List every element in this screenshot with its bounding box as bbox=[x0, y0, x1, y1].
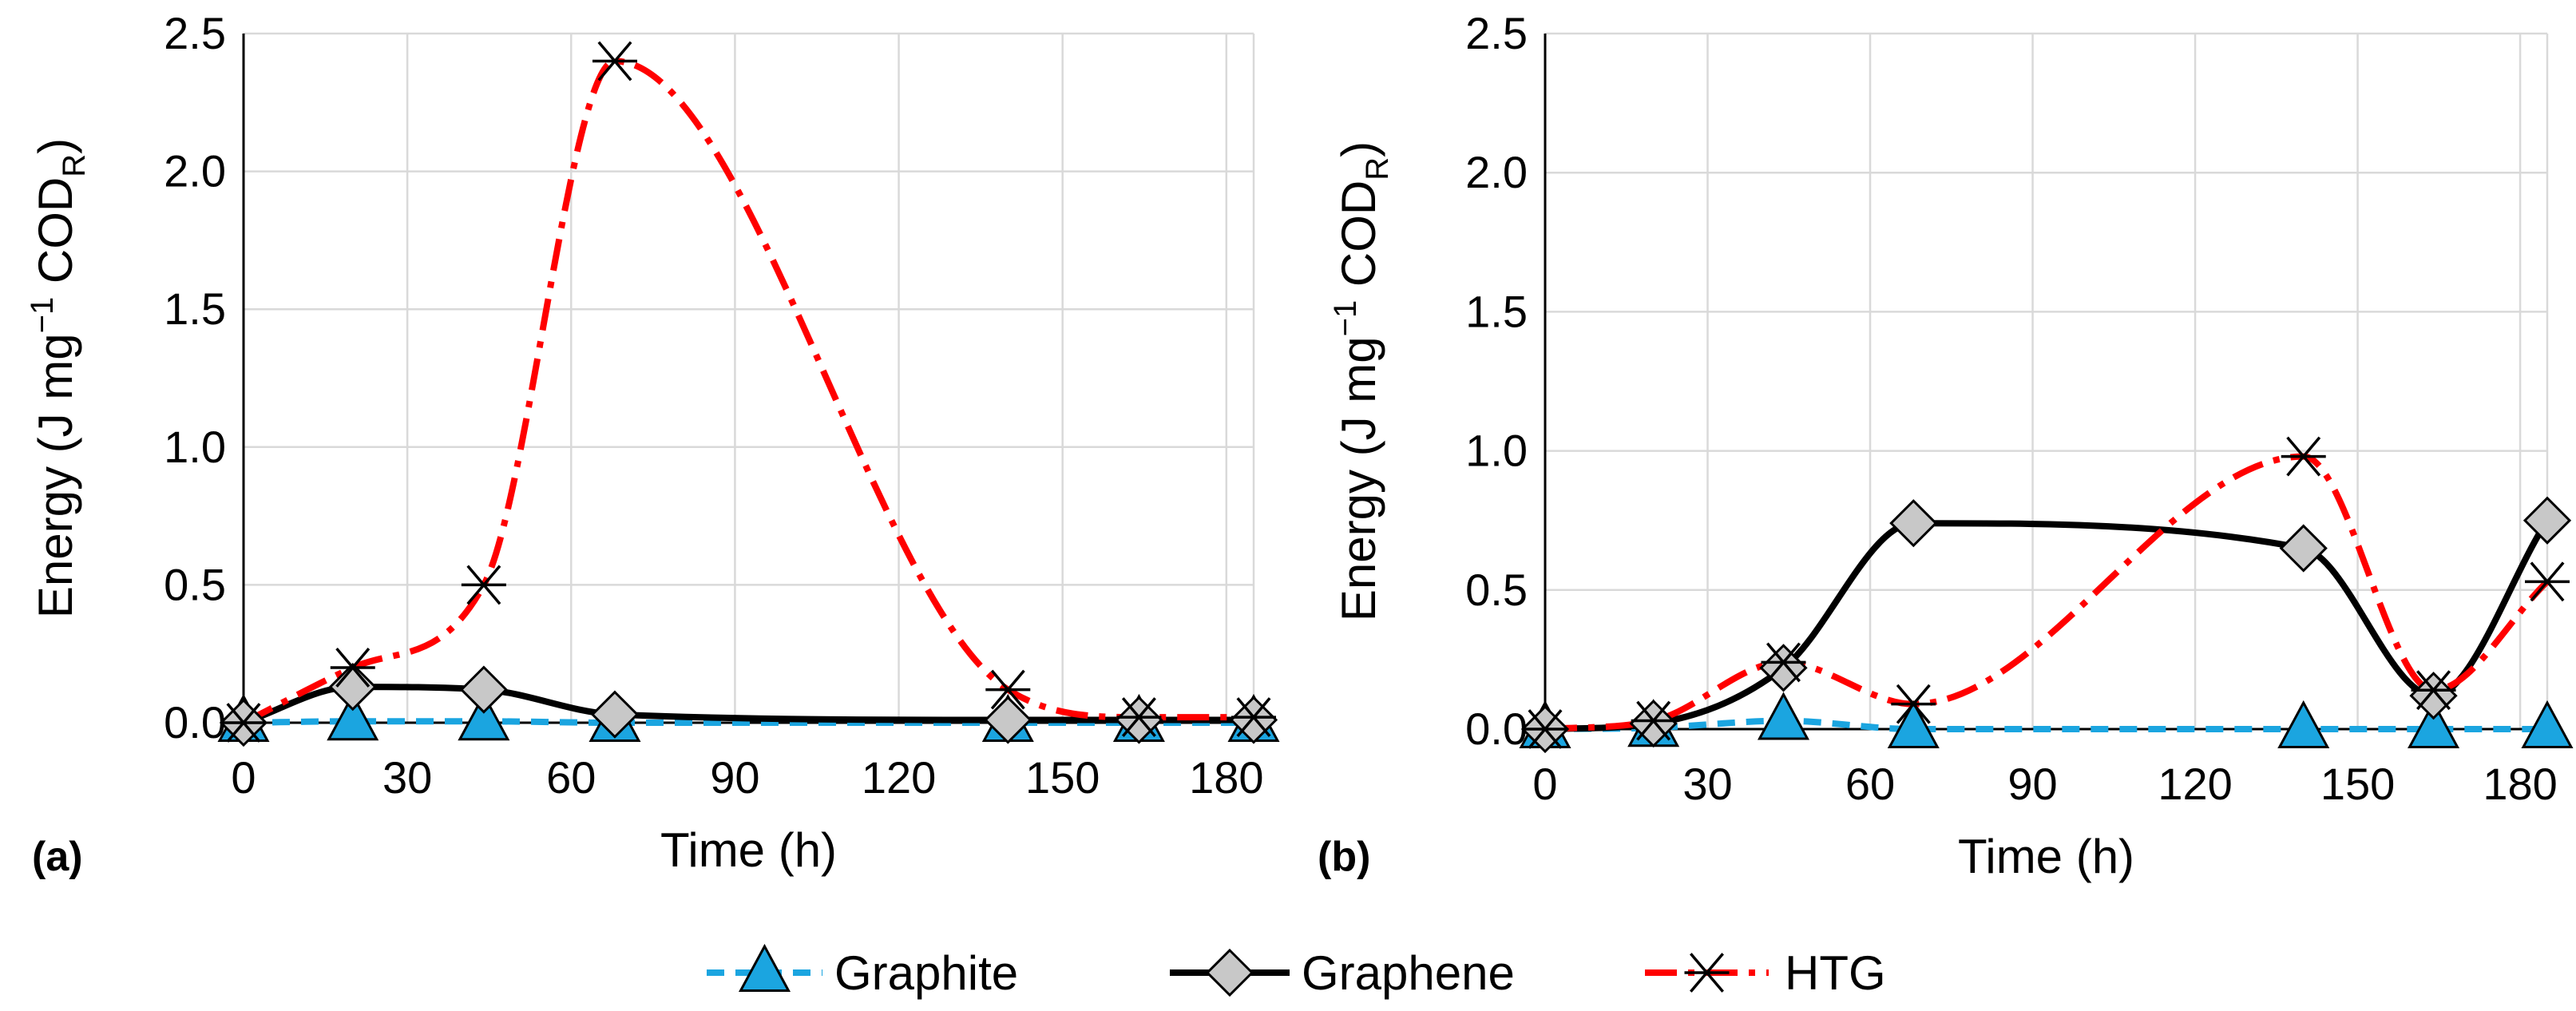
x-tick-label: 180 bbox=[2483, 759, 2557, 809]
data-point-graphene bbox=[984, 696, 1032, 744]
legend-item-htg: HTG bbox=[1645, 946, 1886, 1000]
data-point-graphite bbox=[1887, 700, 1940, 748]
y-tick-label: 0.5 bbox=[164, 559, 226, 609]
y-tick-label: 0.0 bbox=[1465, 704, 1528, 754]
data-point-htg bbox=[1761, 642, 1806, 683]
data-point-htg bbox=[2411, 670, 2456, 711]
data-point-graphene bbox=[590, 690, 640, 739]
legend: Graphite Graphene HTG bbox=[707, 943, 1886, 1000]
data-point-graphene bbox=[2522, 496, 2572, 545]
data-point-graphene bbox=[328, 663, 377, 712]
legend-marker-htg bbox=[1684, 953, 1730, 993]
gridlines bbox=[242, 32, 1255, 724]
legend-item-graphene: Graphene bbox=[1170, 946, 1515, 1000]
series-line-htg bbox=[1544, 453, 2550, 732]
y-axis-title-part: −1 bbox=[1328, 300, 1363, 337]
x-tick-label: 150 bbox=[1025, 752, 1100, 803]
data-point-graphene bbox=[2279, 524, 2328, 573]
data-point-htg bbox=[2525, 561, 2570, 602]
series-line-htg bbox=[242, 57, 1254, 726]
series-line-graphite bbox=[1544, 717, 2547, 733]
x-tick-label: 60 bbox=[1845, 759, 1895, 809]
y-axis-title: Energy (J mg−1 CODR) bbox=[25, 138, 92, 618]
y-axis-title-part: R bbox=[57, 154, 92, 177]
y-tick-label: 2.5 bbox=[164, 8, 226, 58]
y-axis-title-part: Energy (J mg bbox=[29, 333, 82, 618]
y-tick-label: 1.5 bbox=[1465, 286, 1528, 336]
data-point-htg bbox=[1523, 709, 1567, 749]
x-tick-label: 0 bbox=[231, 752, 256, 803]
y-axis-title-part: COD bbox=[1332, 180, 1385, 300]
x-tick-label: 120 bbox=[862, 752, 936, 803]
y-tick-label: 2.0 bbox=[164, 146, 226, 196]
x-axis-title: Time (h) bbox=[1958, 830, 2134, 883]
data-point-graphite bbox=[327, 692, 379, 741]
data-point-htg bbox=[1891, 684, 1936, 724]
data-point-graphite bbox=[2408, 700, 2460, 748]
y-axis-title-part: COD bbox=[29, 177, 82, 297]
data-point-graphene bbox=[1759, 644, 1808, 692]
x-tick-label: 60 bbox=[546, 752, 596, 803]
data-point-htg bbox=[1116, 697, 1162, 738]
data-point-graphene bbox=[1889, 499, 1938, 548]
y-axis-title-part: Energy (J mg bbox=[1332, 336, 1385, 621]
x-tick-label: 30 bbox=[1682, 759, 1732, 809]
x-tick-label: 90 bbox=[2007, 759, 2057, 809]
y-tick-label: 0.0 bbox=[164, 697, 226, 747]
data-point-htg bbox=[461, 565, 506, 605]
data-point-graphene bbox=[459, 665, 508, 714]
data-point-htg bbox=[592, 41, 637, 81]
y-tick-label: 2.5 bbox=[1465, 8, 1528, 58]
y-tick-label: 1.0 bbox=[1465, 426, 1528, 476]
legend-item-graphite: Graphite bbox=[707, 943, 1018, 1000]
legend-marker-graphene bbox=[1205, 948, 1254, 997]
x-tick-label: 150 bbox=[2320, 759, 2395, 809]
data-point-htg bbox=[330, 648, 375, 688]
data-point-graphite bbox=[2277, 700, 2330, 748]
y-axis-title-part: −1 bbox=[25, 297, 60, 334]
x-tick-label: 180 bbox=[1189, 752, 1263, 803]
x-tick-label: 30 bbox=[382, 752, 432, 803]
legend-label: HTG bbox=[1785, 946, 1886, 1000]
data-point-htg bbox=[1631, 700, 1676, 741]
y-axis-title-part: R bbox=[1360, 157, 1395, 180]
legend-marker-graphite bbox=[738, 943, 791, 992]
data-point-graphite bbox=[458, 692, 510, 741]
x-tick-label: 120 bbox=[2158, 759, 2232, 809]
chart-panel-a: 0.0 0.5 1.0 1.5 2.0 2.5 0 30 60 90 120 150 180 Time (… bbox=[25, 8, 1280, 880]
data-point-htg bbox=[2281, 436, 2326, 477]
chart-panel-b: 0.0 0.5 1.0 1.5 2.0 2.5 0 30 60 90 120 150 180 Time (… bbox=[1318, 8, 2574, 883]
panel-label: (b) bbox=[1318, 834, 1370, 880]
legend-label: Graphite bbox=[834, 946, 1018, 1000]
y-tick-label: 1.5 bbox=[164, 283, 226, 334]
data-point-graphene bbox=[2409, 672, 2458, 720]
x-axis-title: Time (h) bbox=[660, 823, 837, 877]
y-tick-label: 1.0 bbox=[164, 422, 226, 472]
series-line-graphene bbox=[1544, 518, 2550, 732]
data-point-htg bbox=[1231, 697, 1276, 738]
y-tick-label: 0.5 bbox=[1465, 565, 1528, 615]
y-axis-title: Energy (J mg−1 CODR) bbox=[1328, 141, 1395, 621]
panel-label: (a) bbox=[32, 834, 83, 880]
y-axis-title-part: ) bbox=[29, 138, 82, 154]
x-tick-label: 90 bbox=[710, 752, 759, 803]
legend-label: Graphene bbox=[1302, 946, 1515, 1000]
data-point-graphite bbox=[1757, 692, 1810, 740]
data-point-graphite bbox=[2521, 700, 2574, 748]
x-tick-label: 0 bbox=[1532, 759, 1557, 809]
y-axis-title-part: ) bbox=[1332, 141, 1385, 157]
data-point-htg bbox=[985, 669, 1031, 710]
y-tick-label: 2.0 bbox=[1465, 147, 1528, 197]
data-point-htg bbox=[221, 703, 266, 743]
gridlines bbox=[1544, 32, 2549, 731]
